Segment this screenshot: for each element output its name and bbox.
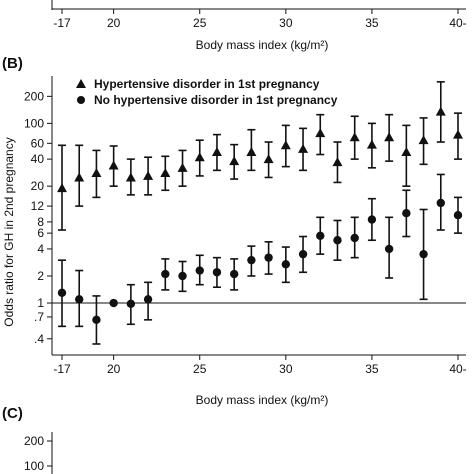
triangle-point xyxy=(435,106,446,116)
circle-point xyxy=(126,299,136,309)
circle-point xyxy=(453,211,463,220)
top-x-ticks: -17 20 25 30 35 40- xyxy=(53,9,467,30)
panel-c-label: (C) xyxy=(2,405,23,422)
series-hypertensive xyxy=(57,81,463,231)
circle-point xyxy=(350,233,359,243)
triangle-point xyxy=(229,156,240,166)
panel-b: (B) Odds ratio for GH in 2nd pregnancy .… xyxy=(2,55,467,407)
triangle-point xyxy=(57,183,67,193)
panel-c-y-tick-label: 100 xyxy=(24,459,44,473)
y-axis-label: Odds ratio for GH in 2nd pregnancy xyxy=(2,137,16,326)
triangle-point xyxy=(74,172,85,182)
triangle-point xyxy=(332,157,343,167)
triangle-point xyxy=(194,152,205,162)
triangle-point xyxy=(401,147,412,157)
x-tick-label: 30 xyxy=(279,362,293,376)
y-tick-label: 12 xyxy=(31,199,45,213)
circle-point xyxy=(264,253,273,262)
triangle-point xyxy=(143,170,154,180)
y-tick-label: 1 xyxy=(37,296,44,310)
circle-point xyxy=(178,271,187,281)
y-tick-label: 4 xyxy=(37,242,44,256)
y-tick-label: 8 xyxy=(37,215,44,229)
x-tick-label: 40- xyxy=(449,362,466,376)
circle-point xyxy=(92,315,101,325)
triangle-point xyxy=(177,162,188,172)
triangle-point xyxy=(453,129,463,139)
top-x-axis-label: Body mass index (kg/m²) xyxy=(196,38,329,52)
legend-label-no-hypertensive: No hypertensive disorder in 1st pregnanc… xyxy=(94,93,338,107)
triangle-point xyxy=(160,168,171,178)
triangle-point xyxy=(349,132,360,142)
legend-label-hypertensive: Hypertensive disorder in 1st pregnancy xyxy=(94,77,320,91)
y-tick-label: .7 xyxy=(34,310,44,324)
circle-point xyxy=(436,198,445,208)
top-x-tick-label: 25 xyxy=(193,16,207,30)
circle-point xyxy=(75,295,84,304)
legend-triangle-icon xyxy=(76,79,86,88)
panel-c-y-tick-label: 200 xyxy=(24,434,44,448)
triangle-point xyxy=(246,147,257,157)
legend: Hypertensive disorder in 1st pregnancy N… xyxy=(76,77,338,107)
circle-point xyxy=(143,295,153,304)
circle-point xyxy=(229,269,239,279)
circle-point xyxy=(333,236,342,245)
top-x-tick-label: 30 xyxy=(279,16,293,30)
y-tick-label: 200 xyxy=(24,89,44,103)
top-x-tick-label: -17 xyxy=(53,16,71,30)
x-axis-label: Body mass index (kg/m²) xyxy=(196,393,329,407)
panel-c-partial: (C) 200 100 xyxy=(2,405,53,474)
triangle-point xyxy=(418,135,429,145)
triangle-point xyxy=(315,128,326,138)
triangle-point xyxy=(91,168,102,178)
triangle-point xyxy=(125,172,136,182)
y-tick-label: 100 xyxy=(24,116,44,130)
triangle-point xyxy=(366,139,377,149)
x-tick-label: 35 xyxy=(365,362,379,376)
legend-circle-icon xyxy=(77,96,85,104)
circle-point xyxy=(402,209,411,218)
circle-point xyxy=(316,231,325,241)
triangle-point xyxy=(384,132,395,142)
circle-point xyxy=(419,249,428,259)
circle-point xyxy=(212,268,222,277)
y-tick-label: 60 xyxy=(31,136,45,150)
top-x-tick-label: 35 xyxy=(365,16,379,30)
circle-point xyxy=(281,260,291,269)
y-tick-label: 2 xyxy=(37,269,44,283)
y-tick-label: 20 xyxy=(31,179,45,193)
series-no-hypertensive xyxy=(57,173,463,345)
y-tick-label: .4 xyxy=(34,332,44,346)
y-tick-label: 40 xyxy=(31,152,45,166)
x-tick-label: 25 xyxy=(193,362,207,376)
triangle-point xyxy=(108,160,119,170)
x-tick-label: -17 xyxy=(53,362,71,376)
circle-point xyxy=(57,288,67,297)
triangle-point xyxy=(298,143,309,153)
series-marks xyxy=(57,81,463,345)
triangle-point xyxy=(280,140,291,150)
top-partial-panel: -17 20 25 30 35 40- Body mass index (kg/m²) xyxy=(51,0,467,52)
circle-point xyxy=(161,269,170,279)
circle-point xyxy=(298,249,308,259)
circle-point xyxy=(247,255,256,265)
triangle-point xyxy=(263,154,274,164)
top-x-tick-label: 20 xyxy=(107,16,121,30)
top-x-tick-label: 40- xyxy=(449,16,466,30)
circle-point xyxy=(384,244,394,254)
x-ticks: -17 20 25 30 35 40- xyxy=(53,355,467,376)
y-tick-label: 6 xyxy=(37,226,44,240)
panel-c-y-ticks: 200 100 xyxy=(24,434,52,473)
x-tick-label: 20 xyxy=(107,362,121,376)
circle-point xyxy=(109,298,118,308)
triangle-point xyxy=(211,147,222,157)
circle-point xyxy=(367,215,377,224)
circle-point xyxy=(195,266,204,275)
panel-b-label: (B) xyxy=(2,55,23,72)
